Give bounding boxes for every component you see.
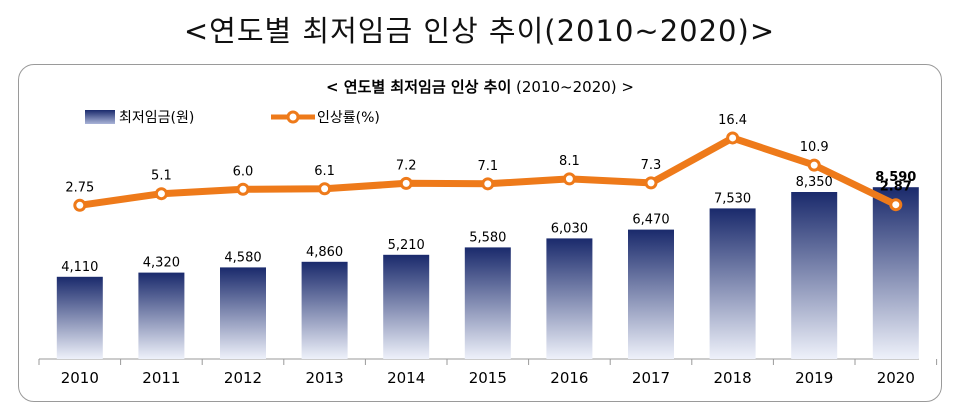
page-title: <연도별 최저임금 인상 추이(2010~2020)> <box>183 14 776 48</box>
rate-point-2014 <box>399 176 413 190</box>
rate-label-2013: 6.1 <box>314 164 335 179</box>
rate-label-2012: 6.0 <box>233 164 254 179</box>
rate-point-2020 <box>889 198 903 212</box>
bar-2010 <box>56 276 103 359</box>
bar-2014 <box>383 254 430 359</box>
legend-line-marker <box>286 110 300 124</box>
x-label-2016: 2016 <box>550 369 588 387</box>
bar-2020 <box>872 187 919 359</box>
x-label-2012: 2012 <box>224 369 262 387</box>
chart-title-rest: (2010~2020) > <box>511 78 634 96</box>
bar-label-2018: 7,530 <box>714 191 751 206</box>
rate-point-2013 <box>318 182 332 196</box>
bar-2017 <box>628 229 674 359</box>
bar-2015 <box>464 247 511 359</box>
rate-label-2019: 10.9 <box>800 140 829 155</box>
bar-2016 <box>546 238 593 359</box>
legend-line-label: 인상률(%) <box>317 110 380 126</box>
x-label-2014: 2014 <box>387 369 425 387</box>
x-label-2010: 2010 <box>61 369 99 387</box>
bar-label-2020: 8,590 <box>875 170 916 185</box>
rate-label-2010: 2.75 <box>65 180 94 195</box>
bar-label-2014: 5,210 <box>388 238 425 253</box>
bar-2011 <box>138 272 185 359</box>
rate-label-2011: 5.1 <box>151 169 172 184</box>
chart-title-bold: < 연도별 최저임금 인상 추이 <box>326 78 511 96</box>
bar-2012 <box>220 267 266 359</box>
chart-title: < 연도별 최저임금 인상 추이 (2010~2020) > <box>326 78 634 96</box>
bar-label-2015: 5,580 <box>469 230 506 245</box>
rate-point-2018 <box>726 131 740 145</box>
rate-point-2019 <box>807 158 821 172</box>
rate-label-2016: 8.1 <box>559 154 580 169</box>
bar-2013 <box>301 261 348 359</box>
x-label-2020: 2020 <box>877 369 915 387</box>
bar-2018 <box>709 208 756 359</box>
bar-label-2010: 4,110 <box>61 260 98 275</box>
legend-bar-swatch <box>85 110 115 124</box>
bar-label-2012: 4,580 <box>224 250 261 265</box>
rate-label-2014: 7.2 <box>396 158 417 173</box>
rate-label-2015: 7.1 <box>477 159 498 174</box>
bar-2019 <box>791 192 838 359</box>
rate-point-2015 <box>481 177 495 191</box>
bar-label-2011: 4,320 <box>143 256 180 271</box>
x-label-2019: 2019 <box>795 369 833 387</box>
rate-point-2012 <box>236 182 250 196</box>
rate-label-2017: 7.3 <box>641 158 662 173</box>
legend: 최저임금(원) 인상률(%) <box>85 110 380 126</box>
bar-label-2016: 6,030 <box>551 221 588 236</box>
legend-bar-label: 최저임금(원) <box>119 110 194 126</box>
x-label-2017: 2017 <box>632 369 670 387</box>
rate-point-2011 <box>154 187 168 201</box>
x-label-2013: 2013 <box>306 369 344 387</box>
bar-label-2013: 4,860 <box>306 245 343 260</box>
rate-point-2016 <box>562 172 576 186</box>
bar-label-2019: 8,350 <box>796 175 833 190</box>
chart-panel: < 연도별 최저임금 인상 추이 (2010~2020) > 최저임금(원) 인… <box>18 64 942 402</box>
rate-point-2010 <box>73 198 87 212</box>
x-label-2018: 2018 <box>714 369 752 387</box>
chart: < 연도별 최저임금 인상 추이 (2010~2020) > 최저임금(원) 인… <box>38 78 938 387</box>
x-label-2011: 2011 <box>142 369 180 387</box>
rate-point-2017 <box>644 176 658 190</box>
rate-label-2018: 16.4 <box>718 113 747 128</box>
bar-label-2017: 6,470 <box>632 213 669 228</box>
rate-label-2020: 2.87 <box>880 180 912 195</box>
x-label-2015: 2015 <box>469 369 507 387</box>
